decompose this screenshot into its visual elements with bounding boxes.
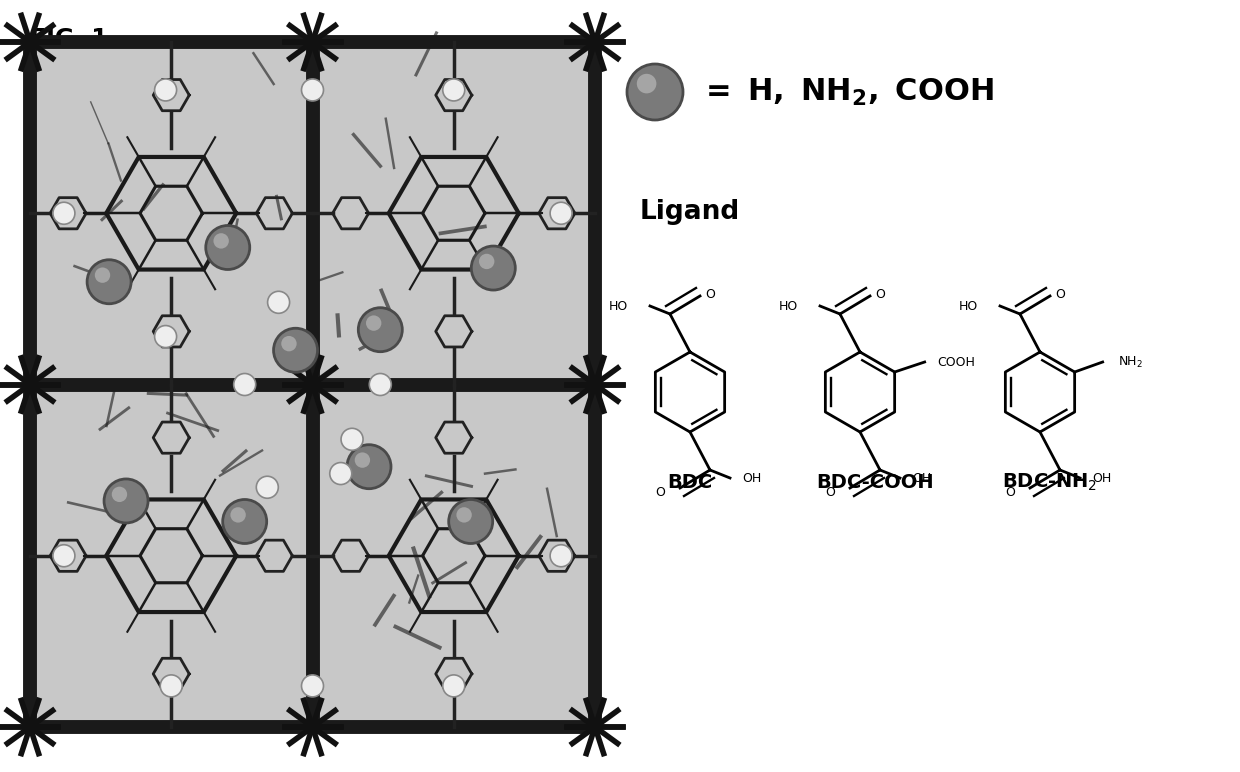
Text: COOH: COOH (937, 355, 976, 368)
Circle shape (274, 328, 317, 372)
Text: OH: OH (1092, 472, 1111, 485)
Circle shape (347, 445, 391, 489)
Text: OH: OH (742, 472, 761, 485)
Circle shape (233, 374, 255, 395)
Circle shape (257, 476, 278, 498)
Text: $\mathbf{=\ H,\ NH_2,\ COOH}$: $\mathbf{=\ H,\ NH_2,\ COOH}$ (701, 76, 993, 107)
Circle shape (341, 428, 363, 450)
Text: FIG. 1: FIG. 1 (30, 27, 108, 51)
Circle shape (456, 507, 471, 523)
Circle shape (330, 462, 352, 485)
Circle shape (155, 79, 176, 101)
Circle shape (355, 452, 370, 468)
Text: BDC-NH$_2$: BDC-NH$_2$ (1002, 472, 1097, 493)
Circle shape (104, 479, 148, 523)
Circle shape (637, 74, 656, 93)
Circle shape (213, 233, 229, 249)
Circle shape (479, 254, 495, 269)
Text: O: O (825, 486, 835, 499)
Text: BDC-COOH: BDC-COOH (816, 472, 934, 492)
Circle shape (366, 316, 382, 330)
Circle shape (627, 64, 683, 120)
Circle shape (551, 202, 572, 224)
Text: HO: HO (779, 300, 799, 313)
Text: HO: HO (609, 300, 627, 313)
Circle shape (206, 225, 249, 269)
Text: BDC: BDC (667, 472, 713, 492)
Text: O: O (655, 486, 665, 499)
Circle shape (449, 499, 492, 543)
Text: OH: OH (911, 472, 931, 485)
Circle shape (301, 675, 324, 697)
Circle shape (268, 291, 290, 313)
Circle shape (155, 326, 176, 347)
Circle shape (231, 507, 246, 523)
Circle shape (443, 675, 465, 697)
Circle shape (160, 675, 182, 697)
Text: O: O (1006, 486, 1016, 499)
Text: Ligand: Ligand (640, 199, 740, 225)
Text: O: O (706, 287, 715, 300)
Circle shape (358, 308, 402, 352)
Text: HO: HO (959, 300, 978, 313)
Circle shape (551, 545, 572, 567)
Text: NH$_2$: NH$_2$ (1117, 354, 1142, 370)
Circle shape (53, 202, 74, 224)
Circle shape (301, 79, 324, 101)
Circle shape (112, 486, 128, 502)
Bar (30, 42, 595, 727)
Circle shape (87, 259, 131, 303)
Text: O: O (1055, 287, 1065, 300)
Circle shape (94, 267, 110, 283)
Circle shape (471, 246, 516, 290)
Circle shape (443, 79, 465, 101)
Circle shape (223, 499, 267, 543)
Circle shape (370, 374, 392, 395)
Text: O: O (875, 287, 885, 300)
Circle shape (281, 336, 296, 351)
Circle shape (53, 545, 74, 567)
